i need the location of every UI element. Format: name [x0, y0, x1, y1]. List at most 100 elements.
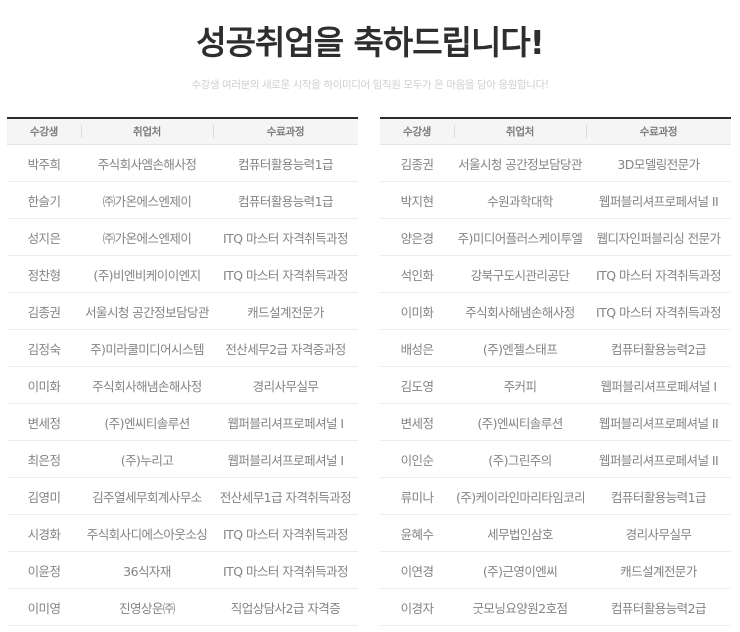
cell-company: 김주열세무회계사무소: [81, 477, 213, 515]
cell-student: 김영미: [7, 477, 81, 515]
cell-course: 웹퍼블리셔프로페셔널 II: [586, 403, 731, 441]
cell-student: 김종권: [380, 144, 454, 182]
cell-student: 류미나: [380, 477, 454, 515]
cell-company: (주)엔젤스태프: [454, 329, 586, 367]
cell-student: 이미화: [380, 292, 454, 330]
table-row: 변세정 (주)엔씨티솔루션 웹퍼블리셔프로페셔널 II: [380, 403, 731, 441]
cell-student: 김종권: [7, 292, 81, 330]
cell-company: ㈜가온에스엔제이: [81, 181, 213, 219]
cell-company: 강북구도시관리공단: [454, 255, 586, 293]
cell-company: (주)케이라인마리타임코리아: [454, 477, 586, 515]
cell-company: 서울시청 공간정보담당관: [454, 144, 586, 182]
cell-course: 웹퍼블리셔프로페셔널 II: [586, 440, 731, 478]
employment-table-left-wrap: 수강생 취업처 수료과정 박주희 주식회사엠손해사정 컴퓨터활용능력1급 한슬기 ㈜가온…: [7, 117, 358, 626]
cell-course: 전산세무2급 자격증과정: [213, 329, 358, 367]
column-header-course: 수료과정: [213, 118, 358, 145]
cell-company: (주)엔씨티솔루션: [454, 403, 586, 441]
cell-student: 양은경: [380, 218, 454, 256]
cell-course: ITQ 마스터 자격취득과정: [586, 255, 731, 293]
table-row: 변세정 (주)엔씨티솔루션 웹퍼블리셔프로페셔널 I: [7, 403, 358, 441]
cell-course: 웹퍼블리셔프로페셔널 I: [213, 403, 358, 441]
cell-student: 정찬형: [7, 255, 81, 293]
cell-student: 이연경: [380, 551, 454, 589]
table-row: 김정숙 주)미라쿨미디어시스템 전산세무2급 자격증과정: [7, 329, 358, 367]
employment-table-right: 수강생 취업처 수료과정 김종권 서울시청 공간정보담당관 3D모델링전문가 박지현 수…: [380, 117, 731, 626]
cell-student: 변세정: [7, 403, 81, 441]
cell-company: 수원과학대학: [454, 181, 586, 219]
column-header-course: 수료과정: [586, 118, 731, 145]
cell-student: 성지은: [7, 218, 81, 256]
cell-course: ITQ 마스터 자격취득과정: [213, 551, 358, 589]
cell-company: (주)엔씨티솔루션: [81, 403, 213, 441]
cell-company: 주식회사엠손해사정: [81, 144, 213, 182]
table-header-right: 수강생 취업처 수료과정: [380, 118, 731, 145]
table-row: 이인순 (주)그린주의 웹퍼블리셔프로페셔널 II: [380, 440, 731, 478]
table-row: 박주희 주식회사엠손해사정 컴퓨터활용능력1급: [7, 144, 358, 182]
column-header-student: 수강생: [380, 118, 454, 145]
cell-company: (주)비엔비케이이엔지: [81, 255, 213, 293]
cell-company: 36식자재: [81, 551, 213, 589]
table-row: 김종권 서울시청 공간정보담당관 캐드설계전문가: [7, 292, 358, 330]
table-row: 최은정 (주)누리고 웹퍼블리셔프로페셔널 I: [7, 440, 358, 478]
table-body-right: 김종권 서울시청 공간정보담당관 3D모델링전문가 박지현 수원과학대학 웹퍼블리셔프로페…: [380, 144, 731, 626]
cell-company: 진영상운㈜: [81, 588, 213, 626]
table-header-row: 수강생 취업처 수료과정: [7, 118, 358, 145]
cell-course: 컴퓨터활용능력2급: [586, 588, 731, 626]
table-row: 정찬형 (주)비엔비케이이엔지 ITQ 마스터 자격취득과정: [7, 255, 358, 293]
cell-student: 최은정: [7, 440, 81, 478]
cell-student: 윤혜수: [380, 514, 454, 552]
cell-course: ITQ 마스터 자격취득과정: [586, 292, 731, 330]
cell-course: 컴퓨터활용능력1급: [213, 144, 358, 182]
cell-course: 캐드설계전문가: [586, 551, 731, 589]
employment-table-left: 수강생 취업처 수료과정 박주희 주식회사엠손해사정 컴퓨터활용능력1급 한슬기 ㈜가온…: [7, 117, 358, 626]
cell-company: (주)그린주의: [454, 440, 586, 478]
table-row: 김영미 김주열세무회계사무소 전산세무1급 자격취득과정: [7, 477, 358, 515]
table-row: 김도영 주커피 웹퍼블리셔프로페셔널 I: [380, 366, 731, 404]
table-row: 배성은 (주)엔젤스태프 컴퓨터활용능력2급: [380, 329, 731, 367]
page-title: 성공취업을 축하드립니다!: [196, 23, 545, 62]
cell-course: 3D모델링전문가: [586, 144, 731, 182]
cell-student: 이미화: [7, 366, 81, 404]
cell-course: 직업상담사2급 자격증: [213, 588, 358, 626]
cell-company: 굿모닝요양원2호점: [454, 588, 586, 626]
table-header-left: 수강생 취업처 수료과정: [7, 118, 358, 145]
cell-course: 컴퓨터활용능력1급: [586, 477, 731, 515]
cell-student: 김도영: [380, 366, 454, 404]
table-row: 이미화 주식회사해냄손해사정 경리사무실무: [7, 366, 358, 404]
column-header-student: 수강생: [7, 118, 81, 145]
cell-course: ITQ 마스터 자격취득과정: [213, 514, 358, 552]
table-row: 이미화 주식회사해냄손해사정 ITQ 마스터 자격취득과정: [380, 292, 731, 330]
cell-student: 이윤정: [7, 551, 81, 589]
table-header-row: 수강생 취업처 수료과정: [380, 118, 731, 145]
cell-course: 경리사무실무: [213, 366, 358, 404]
cell-student: 이미영: [7, 588, 81, 626]
table-row: 박지현 수원과학대학 웹퍼블리셔프로페셔널 II: [380, 181, 731, 219]
cell-student: 이인순: [380, 440, 454, 478]
cell-course: 웹퍼블리셔프로페셔널 II: [586, 181, 731, 219]
cell-company: 주식회사해냄손해사정: [454, 292, 586, 330]
table-row: 한슬기 ㈜가온에스엔제이 컴퓨터활용능력1급: [7, 181, 358, 219]
table-row: 시경화 주식회사디에스아웃소싱 ITQ 마스터 자격취득과정: [7, 514, 358, 552]
table-row: 성지은 ㈜가온에스엔제이 ITQ 마스터 자격취득과정: [7, 218, 358, 256]
cell-course: 웹디자인퍼블리싱 전문가: [586, 218, 731, 256]
cell-course: 컴퓨터활용능력2급: [586, 329, 731, 367]
column-header-company: 취업처: [454, 118, 586, 145]
table-row: 이경자 굿모닝요양원2호점 컴퓨터활용능력2급: [380, 588, 731, 626]
cell-student: 한슬기: [7, 181, 81, 219]
table-row: 이미영 진영상운㈜ 직업상담사2급 자격증: [7, 588, 358, 626]
cell-company: 주)미라쿨미디어시스템: [81, 329, 213, 367]
table-row: 류미나 (주)케이라인마리타임코리아 컴퓨터활용능력1급: [380, 477, 731, 515]
cell-student: 박지현: [380, 181, 454, 219]
cell-course: ITQ 마스터 자격취득과정: [213, 255, 358, 293]
cell-company: (주)근영이엔씨: [454, 551, 586, 589]
cell-course: 컴퓨터활용능력1급: [213, 181, 358, 219]
employment-tables-container: 수강생 취업처 수료과정 박주희 주식회사엠손해사정 컴퓨터활용능력1급 한슬기 ㈜가온…: [0, 117, 740, 626]
table-row: 이연경 (주)근영이엔씨 캐드설계전문가: [380, 551, 731, 589]
cell-company: (주)누리고: [81, 440, 213, 478]
cell-student: 배성은: [380, 329, 454, 367]
table-body-left: 박주희 주식회사엠손해사정 컴퓨터활용능력1급 한슬기 ㈜가온에스엔제이 컴퓨터활용능력1…: [7, 144, 358, 626]
cell-company: 주)미디어플러스케이투엘: [454, 218, 586, 256]
cell-student: 박주희: [7, 144, 81, 182]
cell-course: 웹퍼블리셔프로페셔널 I: [586, 366, 731, 404]
